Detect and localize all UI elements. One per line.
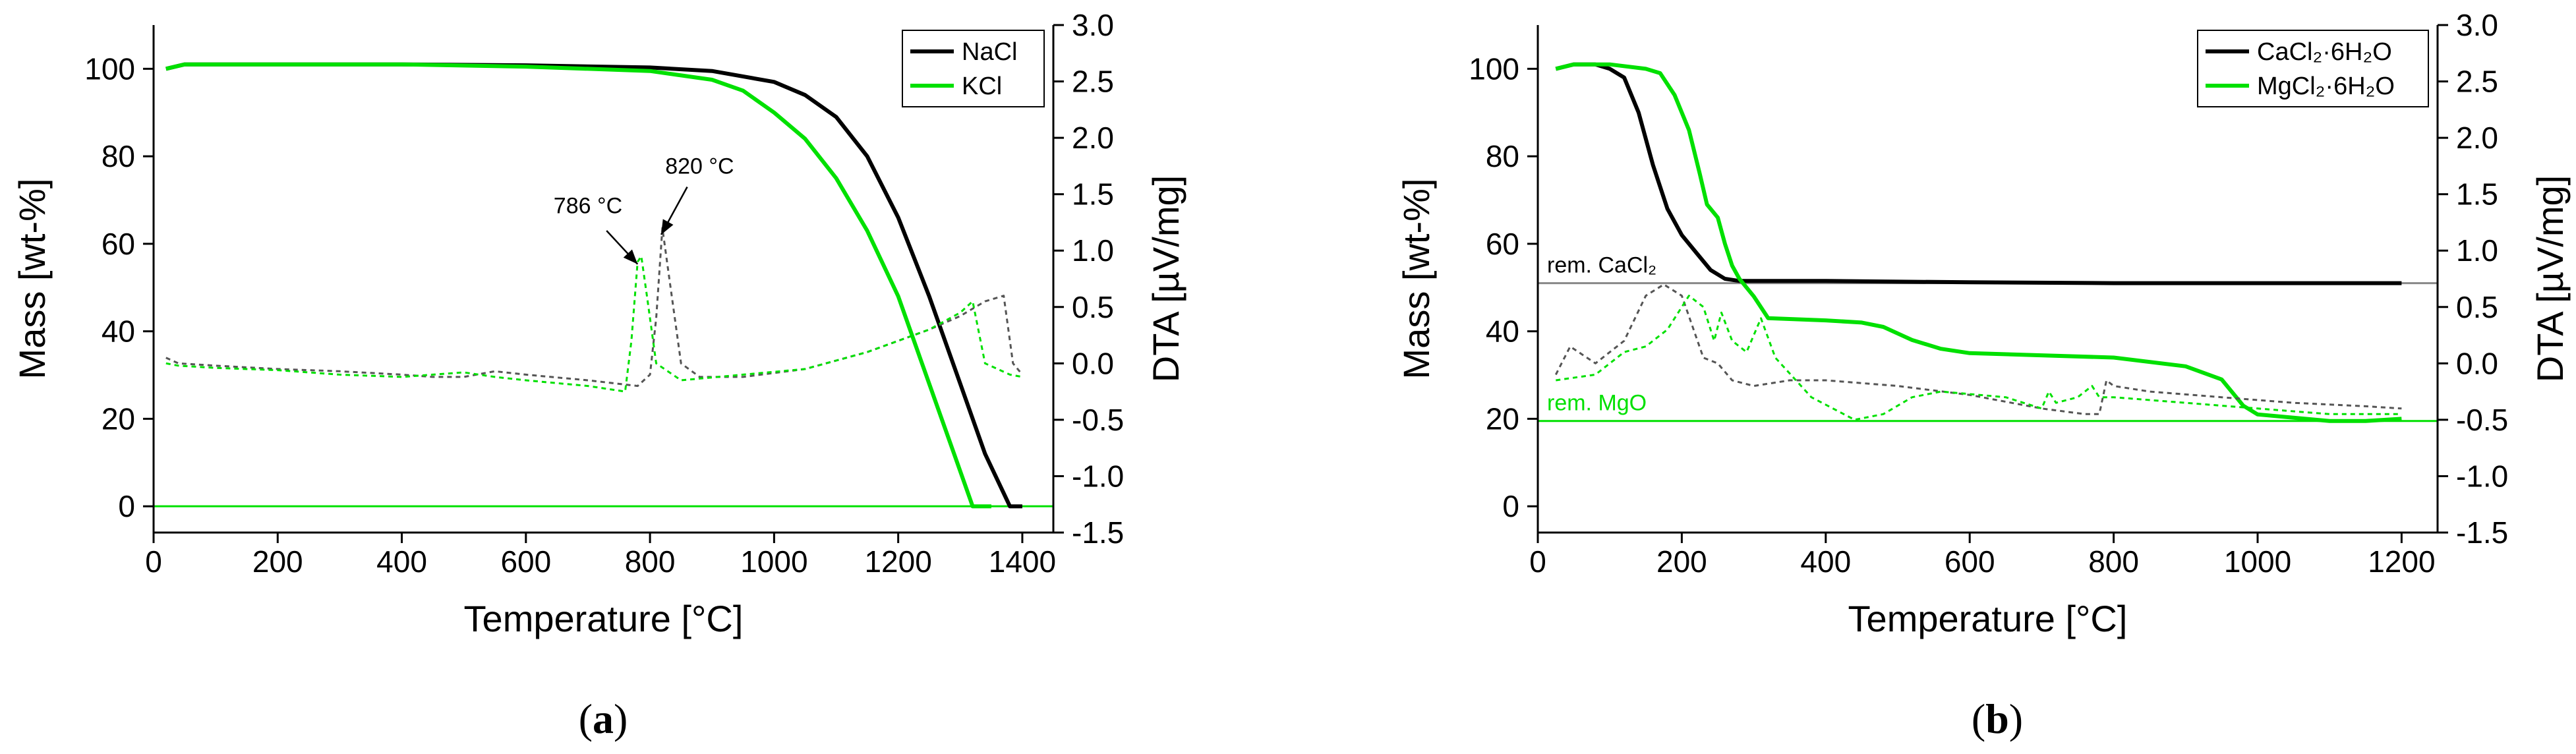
y2-tick-label: -1.5	[2456, 515, 2508, 550]
y2-tick-label: 2.5	[2456, 65, 2498, 99]
y2-tick-label: 1.5	[1072, 177, 1114, 212]
y-tick-label: 80	[102, 139, 135, 173]
x-tick-label: 800	[2088, 544, 2139, 579]
series-line-kcl-dta	[165, 255, 1023, 393]
y-tick-label: 40	[102, 314, 135, 349]
x-tick-label: 1200	[864, 544, 931, 579]
y2-tick-label: 0.5	[1072, 290, 1114, 324]
y2-tick-label: 2.0	[1072, 121, 1114, 155]
annotation-arrow-head	[661, 219, 674, 235]
panel-label: (a)	[579, 695, 628, 742]
x-tick-label: 1200	[2368, 544, 2435, 579]
x-tick-label: 400	[376, 544, 427, 579]
peak-annotation: 786 °C	[554, 193, 622, 218]
y-tick-label: 100	[1469, 51, 1519, 86]
y2-axis-title: DTA [µV/mg]	[1145, 175, 1186, 382]
x-tick-label: 800	[625, 544, 676, 579]
y2-tick-label: 3.0	[1072, 8, 1114, 42]
plot-area	[1538, 62, 2438, 423]
y2-tick-label: 1.0	[2456, 233, 2498, 268]
panel-label: (b)	[1972, 695, 2023, 742]
y2-tick-label: 0.0	[2456, 346, 2498, 380]
y-tick-label: 40	[1486, 314, 1519, 349]
x-tick-label: 1400	[989, 544, 1056, 579]
panel-label-letter: a	[593, 695, 614, 742]
y-axis-title: Mass [wt-%]	[1395, 179, 1437, 380]
y2-tick-label: -0.5	[2456, 403, 2508, 437]
y2-tick-label: 1.0	[1072, 233, 1114, 268]
y2-tick-label: 2.0	[2456, 121, 2498, 155]
x-tick-label: 0	[1529, 544, 1546, 579]
legend-label: MgCl₂·6H₂O	[2257, 72, 2395, 100]
series-line-cacl-6h-o	[1555, 62, 2402, 285]
y2-tick-label: 1.5	[2456, 177, 2498, 212]
peak-annotation: 820 °C	[665, 154, 734, 179]
series-line-kcl	[165, 62, 991, 509]
x-tick-label: 600	[1945, 544, 1995, 579]
x-tick-label: 200	[252, 544, 303, 579]
y2-tick-label: 0.0	[1072, 346, 1114, 380]
legend-box	[2197, 30, 2429, 107]
y2-tick-label: -1.0	[2456, 459, 2508, 493]
x-tick-label: 1000	[2224, 544, 2291, 579]
legend-label: KCl	[962, 72, 1002, 100]
legend-label: CaCl₂·6H₂O	[2257, 38, 2392, 66]
y-tick-label: 0	[118, 489, 135, 523]
plot-area	[154, 62, 1053, 509]
reference-line-label: rem. MgO	[1547, 391, 1647, 416]
chart-panel-a: 0 200 400 600 800 1000 1200 1400 0 20 40 60 80 100 -1.…	[11, 8, 1186, 742]
y2-tick-label: 3.0	[2456, 8, 2498, 42]
legend-box	[902, 30, 1045, 107]
y-tick-label: 100	[84, 51, 135, 86]
x-axis-title: Temperature [°C]	[464, 598, 744, 639]
y-tick-label: 0	[1502, 489, 1519, 523]
y2-tick-label: -0.5	[1072, 403, 1124, 437]
series-line-cacl-6h-o-dta	[1554, 283, 2402, 415]
annotation-arrow-head	[623, 249, 638, 264]
y-tick-label: 60	[1486, 227, 1519, 261]
x-axis-title: Temperature [°C]	[1848, 598, 2128, 639]
series-line-mgcl-6h-o-dta	[1556, 295, 2402, 421]
reference-line-label: rem. CaCl₂	[1547, 253, 1656, 278]
y-tick-label: 20	[102, 401, 135, 436]
y2-tick-label: 2.5	[1072, 65, 1114, 99]
series-line-mgcl-6h-o	[1555, 62, 2402, 423]
y-tick-label: 80	[1486, 139, 1519, 173]
x-tick-label: 400	[1800, 544, 1851, 579]
x-tick-label: 600	[500, 544, 551, 579]
panel-label-letter: b	[1985, 695, 2009, 742]
y2-axis-title: DTA [µV/mg]	[2529, 175, 2571, 382]
y2-tick-label: -1.0	[1072, 459, 1124, 493]
x-tick-label: 1000	[740, 544, 807, 579]
y2-tick-label: 0.5	[2456, 290, 2498, 324]
y-axis-title: Mass [wt-%]	[11, 179, 53, 380]
x-tick-label: 200	[1656, 544, 1707, 579]
y-tick-label: 20	[1486, 401, 1519, 436]
y2-tick-label: -1.5	[1072, 515, 1124, 550]
legend-label: NaCl	[962, 38, 1017, 66]
series-line-nacl-dta	[165, 227, 1024, 388]
x-tick-label: 0	[145, 544, 162, 579]
y-tick-label: 60	[102, 227, 135, 261]
